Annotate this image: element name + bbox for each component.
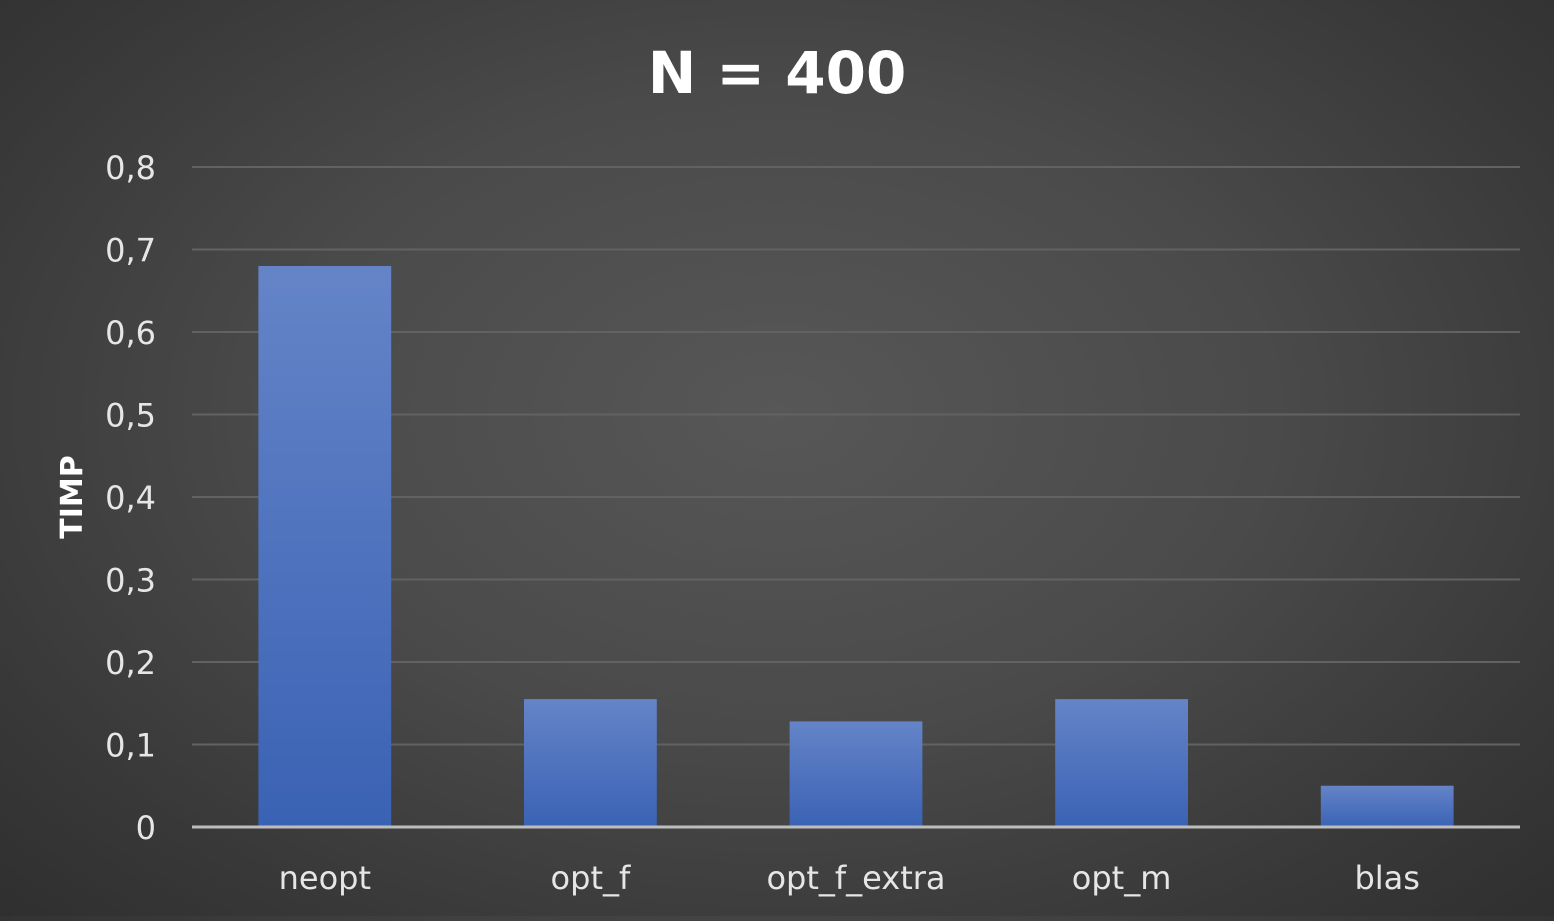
x-tick-label: opt_f_extra [766, 859, 945, 897]
y-tick-label: 0 [136, 809, 156, 847]
y-tick-label: 0,2 [105, 644, 156, 682]
y-axis-title: TIMP [55, 455, 90, 538]
gridlines [192, 166, 1520, 746]
y-tick-label: 0,4 [105, 479, 156, 517]
bar-opt-f-extra [789, 721, 923, 827]
x-tick-label: opt_m [1072, 859, 1172, 897]
x-tick-label: opt_f [551, 859, 631, 897]
bar-blas [1320, 785, 1454, 827]
y-tick-label: 0,6 [105, 314, 156, 352]
x-tick-label: blas [1354, 859, 1419, 897]
x-tick-label: neopt [279, 859, 371, 897]
y-tick-label: 0,5 [105, 397, 156, 435]
bars [258, 266, 1454, 827]
bar-neopt [258, 266, 392, 827]
bar-opt-m [1055, 699, 1188, 827]
labels: 0 0,1 0,2 0,3 0,4 0,5 0,6 0,7 0,8 neopt opt_f opt_f… [105, 149, 1420, 897]
y-tick-label: 0,8 [105, 149, 156, 187]
chart-title: N = 400 [648, 39, 907, 107]
bar-opt-f [524, 699, 657, 827]
y-tick-label: 0,1 [105, 727, 156, 765]
y-tick-label: 0,7 [105, 232, 156, 270]
y-tick-label: 0,3 [105, 562, 156, 600]
